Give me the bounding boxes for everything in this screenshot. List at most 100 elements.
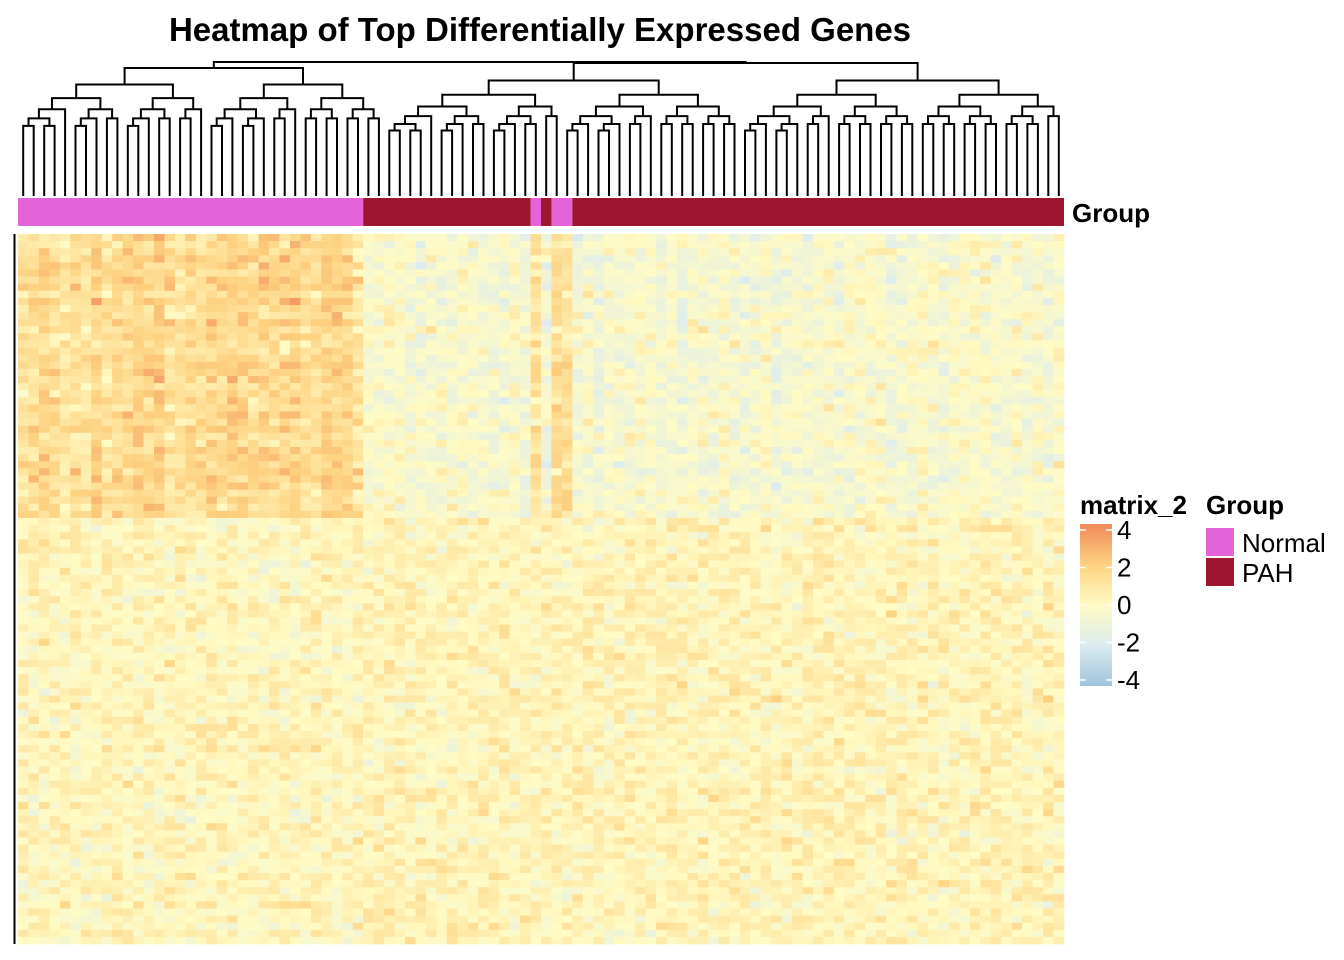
heatmap-cell [833, 376, 845, 384]
heatmap-cell [394, 283, 406, 292]
heatmap-cell [582, 489, 594, 497]
heatmap-cell [530, 432, 542, 441]
heatmap-cell [509, 518, 521, 526]
heatmap-cell [415, 439, 427, 448]
heatmap-cell [582, 411, 594, 419]
heatmap-cell [1043, 361, 1054, 370]
heatmap-cell [854, 354, 866, 363]
heatmap-cell [1053, 319, 1065, 327]
heatmap-cell [467, 376, 479, 384]
heatmap-cell [792, 361, 803, 370]
heatmap-cell [122, 283, 134, 292]
heatmap-cell [342, 312, 354, 320]
heatmap-cell [729, 347, 741, 355]
heatmap-cell [153, 411, 165, 419]
heatmap-cell [551, 503, 563, 512]
dendrogram-branch [958, 93, 1039, 107]
heatmap-cell [624, 297, 636, 306]
heatmap-cell [405, 333, 416, 341]
dendrogram-branch [594, 105, 644, 117]
heatmap-cell [112, 361, 123, 370]
heatmap-cell [1032, 347, 1044, 355]
heatmap-cell [896, 553, 908, 561]
heatmap-cell [80, 461, 92, 469]
heatmap-cell [384, 574, 395, 583]
heatmap-cell [28, 269, 40, 277]
heatmap-cell [133, 503, 144, 512]
heatmap-cell [310, 368, 322, 377]
heatmap-cell [122, 447, 134, 455]
heatmap-cell [1011, 312, 1023, 320]
heatmap-cell [969, 368, 981, 377]
heatmap-cell [582, 553, 594, 561]
heatmap-cell [948, 560, 960, 568]
heatmap-cell [248, 560, 259, 568]
heatmap-cell [1043, 532, 1054, 540]
heatmap-cell [561, 503, 573, 512]
heatmap-cell [938, 241, 950, 249]
heatmap-cell [373, 567, 385, 576]
heatmap-cell [990, 333, 1002, 341]
heatmap-cell [331, 518, 343, 526]
heatmap-cell [342, 525, 354, 533]
heatmap-cell [91, 574, 102, 583]
heatmap-cell [656, 525, 667, 533]
heatmap-cell [206, 574, 218, 583]
heatmap-cell [520, 383, 531, 391]
heatmap-cell [289, 546, 301, 554]
heatmap-cell [122, 503, 134, 512]
heatmap-cell [289, 518, 301, 526]
heatmap-cell [59, 255, 71, 263]
heatmap-cell [624, 496, 636, 505]
heatmap-cell [635, 305, 646, 313]
heatmap-cell [384, 241, 395, 249]
heatmap-cell [896, 454, 908, 462]
heatmap-cell [248, 503, 259, 512]
heatmap-cell [488, 560, 500, 568]
heatmap-cell [18, 262, 29, 270]
heatmap-cell [645, 461, 657, 469]
heatmap-cell [833, 347, 845, 355]
heatmap-cell [865, 418, 877, 426]
heatmap-cell [101, 269, 113, 277]
heatmap-cell [624, 510, 636, 519]
heatmap-cell [1011, 432, 1023, 441]
heatmap-cell [959, 248, 971, 256]
heatmap-cell [133, 276, 144, 284]
heatmap-cell [18, 248, 29, 256]
heatmap-cell [697, 510, 709, 519]
heatmap-cell [133, 425, 144, 434]
heatmap-cell [28, 326, 40, 334]
heatmap-cell [70, 269, 82, 277]
heatmap-cell [561, 432, 573, 441]
heatmap-cell [415, 333, 427, 341]
heatmap-cell [300, 347, 312, 355]
heatmap-cell [59, 283, 71, 292]
heatmap-cell [206, 297, 218, 306]
heatmap-cell [394, 439, 406, 448]
heatmap-cell [80, 340, 92, 348]
heatmap-cell [436, 475, 448, 483]
heatmap-cell [425, 546, 437, 554]
heatmap-cell [174, 553, 186, 561]
heatmap-cell [310, 234, 322, 242]
heatmap-cell [206, 248, 218, 256]
heatmap-cell [415, 532, 427, 540]
heatmap-cell [781, 418, 793, 426]
heatmap-cell [718, 368, 730, 377]
heatmap-cell [446, 411, 458, 419]
heatmap-cell [478, 390, 489, 398]
heatmap-cell [687, 496, 699, 505]
heatmap-cell [833, 354, 845, 363]
heatmap-cell [1011, 560, 1023, 568]
heatmap-cell [436, 340, 448, 348]
heatmap-cell [750, 567, 761, 576]
dendrogram-branch [441, 93, 537, 107]
heatmap-cell [645, 468, 657, 476]
heatmap-cell [363, 354, 374, 363]
heatmap-cell [886, 525, 897, 533]
heatmap-cell [321, 496, 333, 505]
heatmap-cell [384, 439, 395, 448]
heatmap-cell [457, 454, 469, 462]
heatmap-cell [823, 283, 835, 292]
